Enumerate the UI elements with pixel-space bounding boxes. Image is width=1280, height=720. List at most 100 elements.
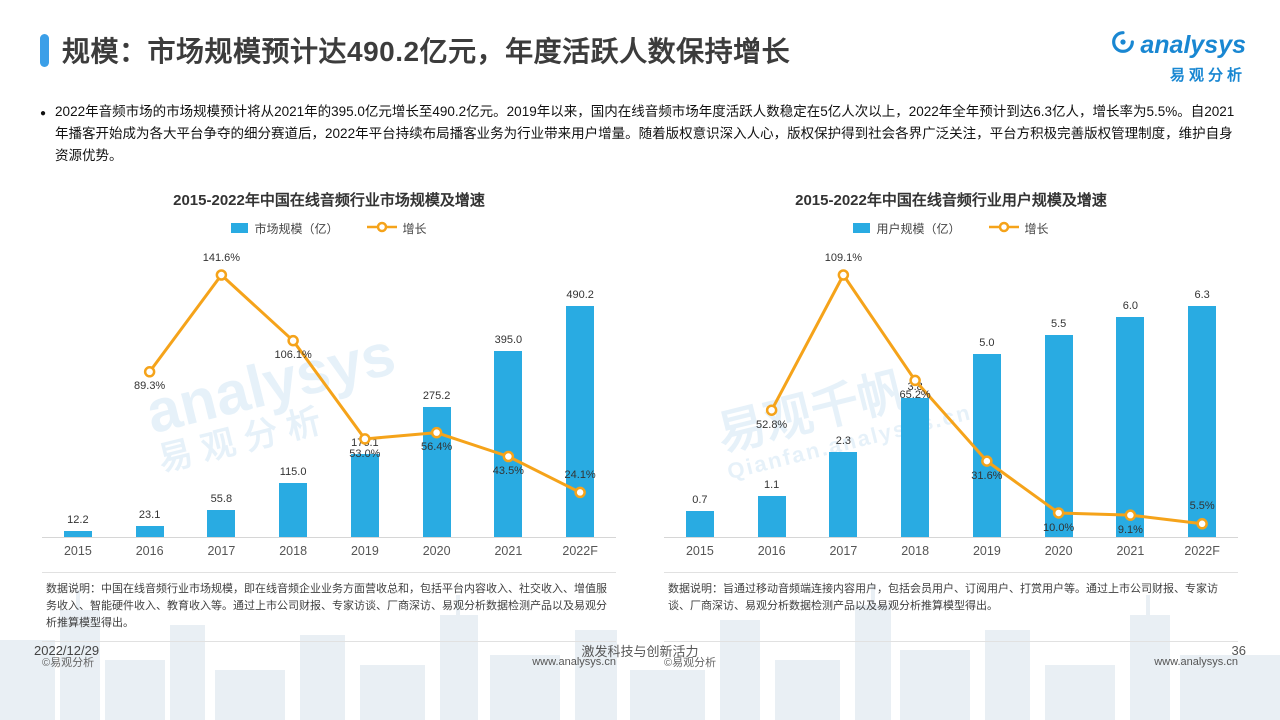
legend-item-line: 增长 xyxy=(988,220,1049,237)
bullet-icon: ● xyxy=(40,108,47,119)
chart-legend: 市场规模（亿） 增长 xyxy=(42,220,616,237)
logo-brand-chinese: 易观分析 xyxy=(1169,67,1246,84)
bar-2020 xyxy=(1044,335,1073,537)
bar-swatch-icon xyxy=(853,223,871,234)
legend-label: 市场规模（亿） xyxy=(254,221,339,236)
bar-value-label: 275.2 xyxy=(422,390,451,403)
page-title: 规模：市场规模预计达490.2亿元，年度活跃人数保持增长 xyxy=(62,36,791,67)
legend-label: 增长 xyxy=(402,221,427,236)
growth-rate-label: 65.2% xyxy=(899,389,931,401)
bar-value-label: 6.0 xyxy=(1122,300,1139,313)
bar-2017 xyxy=(829,452,858,537)
page-number: 36 xyxy=(1231,642,1246,658)
analysys-site-link[interactable]: www.analysys.cn xyxy=(532,655,616,668)
x-axis-label: 2015 xyxy=(685,543,714,558)
growth-rate-label: 109.1% xyxy=(824,251,863,264)
report-date: 2022/12/29 xyxy=(34,642,100,658)
data-note: 数据说明：中国在线音频行业市场规模，即在线音频企业业务方面营收总和，包括平台内容… xyxy=(42,571,616,642)
user-scale-plot-area: 0.7 1.1 2.3 3.8 5.0 5.5 6.0 6.3 52.8% 109.1% 65.2%… xyxy=(664,249,1238,538)
logo-brand-text: analysys xyxy=(1140,31,1246,59)
x-axis-label: 2019 xyxy=(972,543,1001,558)
user-scale-chart-panel: 2015-2022年中国在线音频行业用户规模及增速 用户规模（亿） 增长 0.7… xyxy=(640,181,1262,670)
bar-value-label: 23.1 xyxy=(138,508,161,521)
bar-swatch-icon xyxy=(231,223,249,234)
copyright-label: ©易观分析 xyxy=(42,656,95,669)
x-axis-labels: 2015 2016 2017 2018 2019 2020 2021 2022F xyxy=(42,544,616,558)
bar-value-label: 1.1 xyxy=(763,479,780,492)
growth-rate-label: 9.1% xyxy=(1117,523,1143,536)
bar-2018 xyxy=(279,482,308,537)
growth-rate-label: 89.3% xyxy=(134,380,166,393)
x-axis-labels: 2015 2016 2017 2018 2019 2020 2021 2022F xyxy=(664,544,1238,558)
legend-label: 用户规模（亿） xyxy=(876,221,961,236)
growth-line xyxy=(765,268,1208,530)
market-size-plot-area: 12.223.155.8115.0176.1275.2395.0490.289.… xyxy=(42,249,616,538)
bar-2022F xyxy=(1188,306,1217,537)
growth-rate-label: 53.0% xyxy=(349,447,381,460)
x-axis-label: 2022F xyxy=(1184,543,1220,558)
bar-2016 xyxy=(135,525,164,537)
x-axis-label: 2015 xyxy=(63,543,92,558)
bar-value-label: 2.3 xyxy=(835,435,852,448)
legend-label: 增长 xyxy=(1024,221,1049,236)
growth-rate-label: 5.5% xyxy=(1189,500,1215,513)
bar-value-label: 5.0 xyxy=(979,336,995,349)
analysys-swirl-icon xyxy=(1109,28,1137,63)
x-axis-label: 2019 xyxy=(350,543,379,558)
bar-2019 xyxy=(972,353,1001,537)
bar-2021 xyxy=(1116,317,1145,537)
bar-2015 xyxy=(685,510,714,537)
growth-rate-label: 10.0% xyxy=(1043,521,1075,534)
growth-rate-label: 106.1% xyxy=(274,349,312,362)
bar-2022F xyxy=(566,306,595,537)
bar-2021 xyxy=(494,350,523,537)
page-header: 规模：市场规模预计达490.2亿元，年度活跃人数保持增长 analysys 易观… xyxy=(0,0,1280,85)
footer-slogan: 激发科技与创新活力 xyxy=(581,643,699,659)
chart-title: 2015-2022年中国在线音频行业市场规模及增速 xyxy=(173,191,485,209)
copyright-label: ©易观分析 xyxy=(664,656,717,669)
bar-value-label: 0.7 xyxy=(692,493,708,506)
chart-title: 2015-2022年中国在线音频行业用户规模及增速 xyxy=(795,191,1107,209)
line-marker-icon xyxy=(366,221,397,236)
x-axis-label: 2018 xyxy=(901,543,930,558)
analysys-logo: analysys 易观分析 xyxy=(1109,28,1246,85)
growth-line xyxy=(143,268,586,498)
bar-value-label: 12.2 xyxy=(67,513,89,526)
title-accent-bar xyxy=(40,33,49,67)
growth-rate-label: 31.6% xyxy=(971,469,1003,482)
bar-value-label: 115.0 xyxy=(279,465,307,478)
bar-value-label: 6.3 xyxy=(1194,289,1210,302)
x-axis-label: 2017 xyxy=(829,543,858,558)
x-axis-label: 2020 xyxy=(422,543,451,558)
x-axis-label: 2022F xyxy=(562,543,598,558)
line-marker-icon xyxy=(988,221,1019,236)
analysys-site-link[interactable]: www.analysys.cn xyxy=(1154,655,1238,668)
x-axis-label: 2021 xyxy=(1116,543,1145,558)
x-axis-label: 2020 xyxy=(1044,543,1073,558)
x-axis-label: 2018 xyxy=(279,543,308,558)
x-axis-label: 2017 xyxy=(207,543,236,558)
market-size-chart-panel: 2015-2022年中国在线音频行业市场规模及增速 市场规模（亿） 增长 12.… xyxy=(18,181,640,670)
data-note: 数据说明：旨通过移动音频端连接内容用户，包括会员用户、订阅用户、打赏用户等。通过… xyxy=(664,571,1238,642)
summary-text: 2022年音频市场的市场规模预计将从2021年的395.0亿元增长至490.2亿… xyxy=(55,104,1235,163)
x-axis-label: 2021 xyxy=(494,543,523,558)
legend-item-line: 增长 xyxy=(366,220,427,237)
bar-2019 xyxy=(350,453,379,537)
bar-value-label: 490.2 xyxy=(566,289,594,302)
bar-2015 xyxy=(63,530,92,537)
bar-2017 xyxy=(207,510,236,537)
bar-value-label: 395.0 xyxy=(494,333,523,346)
growth-rate-label: 52.8% xyxy=(756,418,788,431)
bar-2016 xyxy=(757,496,786,537)
bar-2018 xyxy=(901,397,930,537)
chart-legend: 用户规模（亿） 增长 xyxy=(664,220,1238,237)
growth-rate-label: 43.5% xyxy=(492,465,524,478)
bar-value-label: 55.8 xyxy=(210,493,233,506)
legend-item-bar: 市场规模（亿） xyxy=(231,220,339,237)
page-footer: 2022/12/29 激发科技与创新活力 36 xyxy=(0,641,1280,660)
x-axis-label: 2016 xyxy=(135,543,164,558)
growth-rate-label: 24.1% xyxy=(564,468,596,481)
charts-row: analysys 易观分析 易观千帆 Qianfan.analysys.cn 2… xyxy=(18,181,1262,670)
x-axis-label: 2016 xyxy=(757,543,786,558)
legend-item-bar: 用户规模（亿） xyxy=(853,220,961,237)
